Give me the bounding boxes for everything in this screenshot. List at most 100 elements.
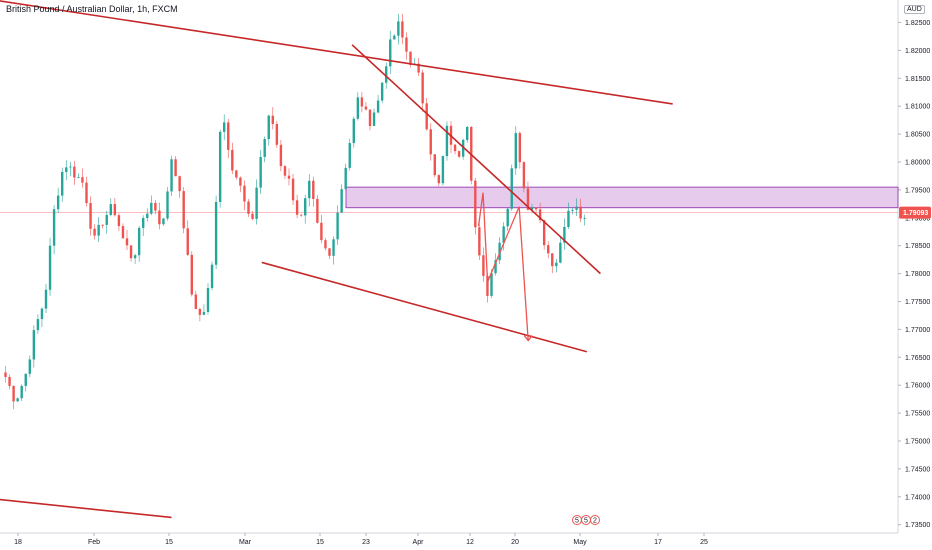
y-tick-label: 1.82500 bbox=[905, 20, 930, 27]
candle-body bbox=[498, 242, 501, 261]
x-tick-label: 23 bbox=[362, 539, 370, 546]
candle-body bbox=[494, 260, 497, 274]
y-tick-label: 1.80500 bbox=[905, 132, 930, 139]
candle-body bbox=[364, 106, 368, 110]
candle-body bbox=[218, 131, 222, 202]
candle-body bbox=[105, 214, 108, 225]
y-tick-label: 1.81500 bbox=[905, 76, 930, 83]
candle-body bbox=[571, 209, 574, 211]
candle-body bbox=[101, 224, 104, 226]
event-marker-label: 5 bbox=[575, 518, 579, 525]
candle-body bbox=[421, 72, 424, 104]
candle-body bbox=[457, 151, 461, 157]
event-marker[interactable] bbox=[590, 515, 600, 525]
candle-body bbox=[385, 66, 388, 83]
candle-body bbox=[376, 100, 380, 113]
candle-body bbox=[522, 162, 526, 189]
candle-body bbox=[490, 273, 493, 296]
chart-title: British Pound / Australian Dollar, 1h, F… bbox=[6, 4, 178, 14]
candle-body bbox=[40, 308, 44, 320]
candle-body bbox=[251, 213, 254, 219]
candle-body bbox=[121, 226, 125, 239]
candle-body bbox=[97, 224, 100, 236]
candle-body bbox=[24, 373, 27, 386]
candle-body bbox=[85, 182, 88, 204]
y-tick-label: 1.81000 bbox=[905, 104, 930, 111]
candle-body bbox=[271, 115, 274, 124]
candle-body bbox=[125, 238, 129, 246]
candle-body bbox=[405, 37, 408, 52]
candle-body bbox=[352, 118, 355, 144]
candle-body bbox=[279, 144, 283, 167]
candle-body bbox=[563, 226, 566, 243]
candle-body bbox=[542, 220, 546, 246]
trendline[interactable] bbox=[0, 498, 172, 519]
candle-body bbox=[401, 21, 404, 38]
candle-body bbox=[461, 139, 465, 157]
x-tick-label: 15 bbox=[316, 539, 324, 546]
trendline[interactable] bbox=[261, 261, 588, 353]
candle-body bbox=[158, 210, 161, 225]
candle-body bbox=[283, 166, 287, 176]
candle-body bbox=[514, 133, 517, 169]
currency-label[interactable]: AUD bbox=[904, 5, 925, 14]
candle-body bbox=[73, 166, 76, 178]
projection-path[interactable] bbox=[477, 192, 529, 341]
candle-body bbox=[239, 177, 242, 186]
candle-body bbox=[174, 159, 177, 177]
candle-body bbox=[186, 228, 189, 255]
candle-body bbox=[547, 245, 550, 254]
x-tick-label: 25 bbox=[700, 539, 708, 546]
candle-body bbox=[304, 198, 307, 216]
candle-body bbox=[312, 180, 315, 199]
candle-body bbox=[52, 209, 56, 246]
candle-body bbox=[8, 376, 11, 386]
candle-body bbox=[389, 39, 392, 67]
candle-body bbox=[324, 240, 327, 249]
y-tick-label: 1.75500 bbox=[905, 411, 930, 418]
candle-body bbox=[32, 330, 36, 360]
candle-body bbox=[198, 308, 202, 315]
candle-body bbox=[320, 222, 323, 241]
candle-body bbox=[113, 204, 117, 216]
support-zone[interactable] bbox=[345, 186, 899, 209]
candle-body bbox=[235, 170, 238, 178]
candle-body bbox=[154, 202, 157, 211]
candle-body bbox=[267, 115, 270, 140]
candle-body bbox=[223, 122, 226, 132]
candle-body bbox=[255, 187, 258, 219]
candle-body bbox=[417, 63, 420, 73]
y-tick-label: 1.80000 bbox=[905, 160, 930, 167]
projection-arrowhead bbox=[523, 335, 533, 342]
candle-body bbox=[263, 139, 266, 157]
y-tick-label: 1.74500 bbox=[905, 466, 930, 473]
candle-body bbox=[575, 206, 578, 210]
event-marker-label: 5 bbox=[584, 518, 588, 525]
candle-body bbox=[466, 126, 469, 140]
candle-body bbox=[393, 35, 396, 40]
candle-body bbox=[583, 218, 586, 219]
candle-body bbox=[441, 156, 445, 184]
candle-body bbox=[206, 288, 210, 312]
y-tick-label: 1.76500 bbox=[905, 355, 930, 362]
candle-body bbox=[555, 262, 558, 267]
candle-body bbox=[243, 185, 246, 202]
candles bbox=[4, 13, 586, 410]
candle-body bbox=[133, 255, 137, 259]
candle-body bbox=[275, 123, 279, 145]
candle-body bbox=[397, 21, 400, 36]
candle-body bbox=[142, 217, 145, 228]
candle-body bbox=[551, 253, 554, 267]
trendline[interactable] bbox=[0, 0, 673, 105]
candle-body bbox=[344, 167, 347, 190]
x-tick-label: 12 bbox=[466, 539, 474, 546]
candle-body bbox=[478, 227, 481, 256]
candle-body bbox=[129, 245, 133, 259]
candle-body bbox=[259, 156, 262, 188]
trendline[interactable] bbox=[351, 44, 601, 275]
candle-body bbox=[162, 218, 165, 225]
candle-body bbox=[409, 51, 412, 65]
candle-body bbox=[380, 82, 384, 101]
